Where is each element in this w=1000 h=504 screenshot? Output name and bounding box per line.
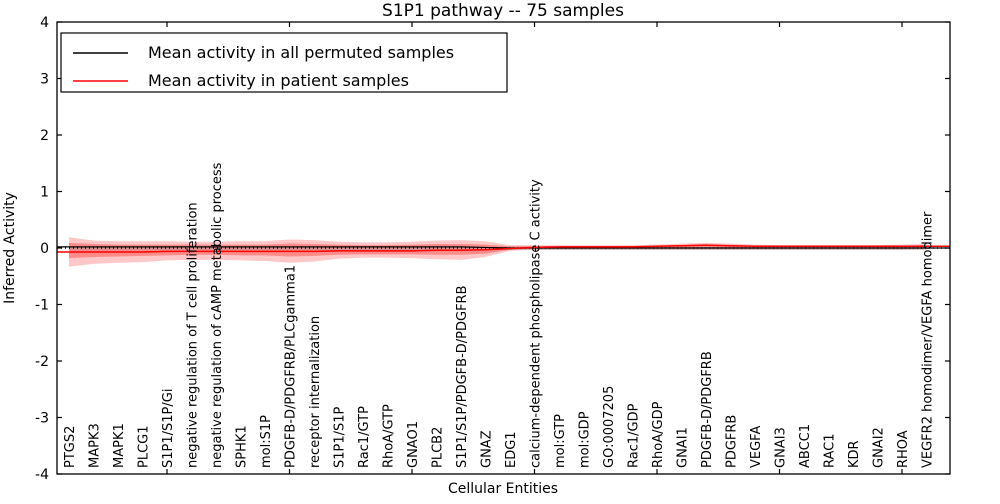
x-category-label: mol:GTP [553,414,568,468]
x-category-label: Rac1/GTP [357,406,372,468]
x-category-label: GNAI3 [774,427,789,468]
y-tick-label: -1 [35,298,49,314]
x-category-label: PTGS2 [63,426,78,468]
y-tick-label: 1 [40,185,49,201]
x-category-label: RAC1 [823,433,838,468]
y-tick-label: -4 [35,467,49,483]
axes-ticks: -4 -3 -2 -1 0 1 2 3 4 [35,15,950,483]
patient-mean-line [57,244,950,253]
x-category-label: GO:0007205 [602,386,617,468]
x-category-label: Rac1/GDP [627,403,642,468]
x-category-label: GNAZ [480,430,495,468]
x-category-label: GNAI1 [676,427,691,468]
y-tick-label: 4 [40,15,49,31]
x-category-label: RHOA [896,430,911,468]
x-category-label: MAPK1 [112,423,127,468]
permuted-mean-line [57,246,950,249]
x-category-label: SPHK1 [235,425,250,468]
y-tick-label: 2 [40,128,49,144]
legend-label-permuted: Mean activity in all permuted samples [148,43,454,62]
x-category-label: PDGFB-D/PDGFRB/PLCgamma1 [284,265,299,468]
y-tick-label: 3 [40,72,49,88]
x-category-label: GNAO1 [406,421,421,468]
x-category-label: EDG1 [504,431,519,468]
x-category-label: KDR [847,440,862,468]
x-category-label: ABCC1 [798,424,813,468]
x-category-label: GNAI2 [872,427,887,468]
x-category-label: RhoA/GTP [382,404,397,468]
x-category-label: S1P1/S1P/Gi [161,389,176,468]
x-category-label: S1P1/S1P [333,406,348,468]
x-category-label: PDGFRB [725,415,740,468]
x-category-label: MAPK3 [88,423,103,468]
x-category-label: S1P1/S1P/PDGFB-D/PDGFRB [455,285,470,468]
legend-label-patient: Mean activity in patient samples [148,71,409,90]
x-category-label: calcium-dependent phospholipase C activi… [529,179,544,468]
y-tick-label: 0 [40,241,49,257]
x-category-label: mol:S1P [259,415,274,468]
x-category-label: PLCG1 [137,425,152,468]
x-category-label: VEGFA [749,426,764,468]
y-tick-label: -2 [35,354,49,370]
x-axis-label: Cellular Entities [448,481,558,497]
x-category-label: RhoA/GDP [651,401,666,468]
plot-area: PTGS2 MAPK3 MAPK1 PLCG1 S1P1/S1P/Gi negative … [57,162,950,468]
chart-title: S1P1 pathway -- 75 samples [382,1,624,21]
legend: Mean activity in all permuted samples Me… [60,32,508,93]
x-category-label: receptor internalization [308,316,323,468]
legend-box [60,32,508,93]
y-tick-label: -3 [35,411,49,427]
x-category-label: negative regulation of cAMP metabolic pr… [210,162,225,468]
x-category-label: VEGFR2 homodimer/VEGFA homodimer [921,211,936,468]
x-category-label: PLCB2 [431,427,446,468]
x-category-label: PDGFB-D/PDGFRB [700,351,715,468]
x-category-label: negative regulation of T cell proliferat… [186,202,201,468]
y-axis-label: Inferred Activity [2,192,18,304]
x-category-label: mol:GDP [578,411,593,468]
